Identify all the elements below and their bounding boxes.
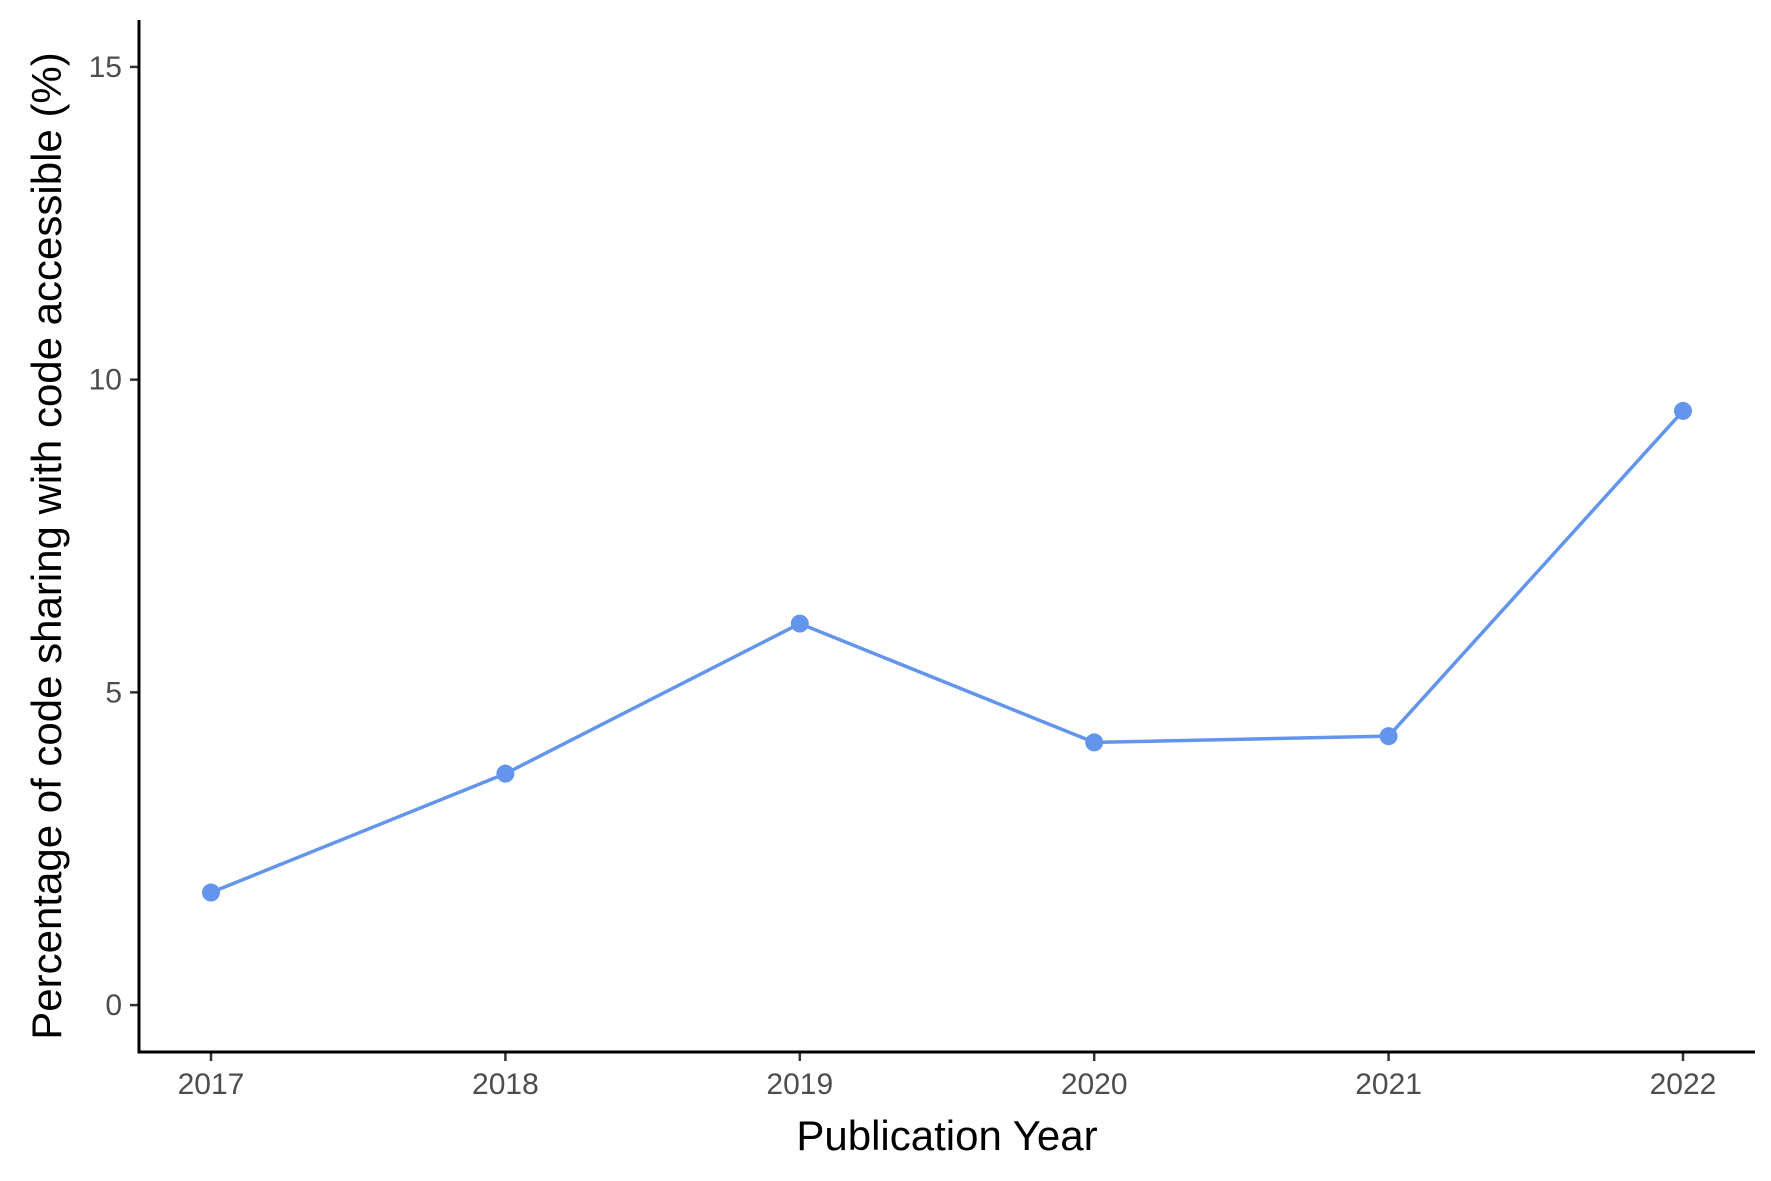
data-point <box>1085 733 1104 752</box>
y-axis-ticks: 0 5 10 15 <box>89 51 139 1022</box>
y-tick-label: 0 <box>105 989 122 1022</box>
data-point <box>202 883 220 902</box>
y-tick-label: 15 <box>89 51 122 84</box>
data-point <box>1379 727 1398 746</box>
x-tick-label: 2018 <box>472 1068 539 1101</box>
series-line <box>209 409 1685 895</box>
data-point <box>496 764 515 783</box>
x-tick-label: 2020 <box>1061 1068 1128 1101</box>
data-point <box>1674 401 1692 420</box>
x-tick-label: 2019 <box>766 1068 833 1101</box>
data-point <box>790 614 809 633</box>
y-tick-label: 5 <box>105 676 122 709</box>
x-tick-label: 2021 <box>1355 1068 1422 1101</box>
x-tick-label: 2022 <box>1650 1068 1717 1101</box>
series-layer <box>202 401 1692 902</box>
x-axis-title: Publication Year <box>796 1112 1097 1159</box>
x-axis-ticks: 2017 2018 2019 2020 2021 2022 <box>178 1052 1717 1101</box>
y-tick-label: 10 <box>89 364 122 397</box>
x-tick-label: 2017 <box>178 1068 245 1101</box>
y-axis-title: Percentage of code sharing with code acc… <box>23 52 70 1040</box>
